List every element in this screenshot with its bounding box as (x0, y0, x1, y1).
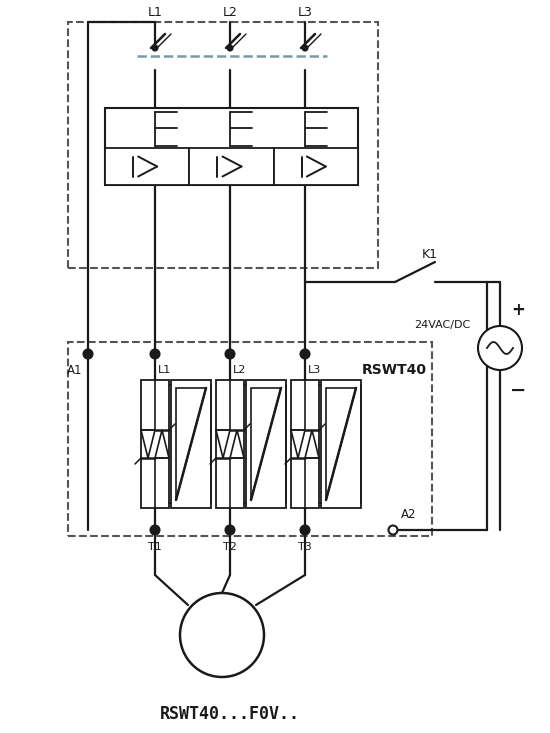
Text: K1: K1 (422, 248, 438, 262)
Text: T2: T2 (223, 542, 237, 552)
Bar (171, 380, 211, 508)
Bar (68, 22, 378, 268)
Circle shape (84, 350, 92, 358)
Bar (105, 108, 358, 185)
Text: RSWT40: RSWT40 (362, 363, 427, 377)
Circle shape (302, 45, 307, 51)
Text: L3: L3 (298, 7, 312, 20)
Text: L2: L2 (223, 7, 238, 20)
Bar (246, 380, 286, 508)
Circle shape (226, 350, 234, 358)
Circle shape (478, 326, 522, 370)
Text: A2: A2 (401, 507, 416, 520)
Bar (274, 148, 358, 185)
Circle shape (226, 526, 234, 534)
Text: +: + (511, 301, 525, 319)
Bar (105, 148, 189, 185)
Bar (189, 148, 274, 185)
Text: −: − (510, 380, 526, 399)
Text: 24VAC/DC: 24VAC/DC (414, 320, 470, 330)
Circle shape (180, 593, 264, 677)
Bar (141, 380, 169, 508)
Circle shape (300, 350, 310, 358)
Text: L2: L2 (233, 365, 246, 375)
Text: A1: A1 (67, 364, 82, 377)
Circle shape (151, 526, 160, 534)
Circle shape (300, 526, 310, 534)
Text: L1: L1 (147, 7, 162, 20)
Text: RSWT40...F0V..: RSWT40...F0V.. (160, 705, 300, 723)
Text: L1: L1 (158, 365, 171, 375)
Circle shape (152, 45, 157, 51)
Bar (216, 380, 244, 508)
Text: T1: T1 (148, 542, 162, 552)
Circle shape (388, 526, 398, 534)
Circle shape (228, 45, 233, 51)
Bar (321, 380, 361, 508)
Text: T3: T3 (298, 542, 312, 552)
Text: L3: L3 (308, 365, 321, 375)
Circle shape (151, 350, 160, 358)
Text: 3~: 3~ (213, 638, 231, 652)
Bar (68, 342, 432, 536)
Text: M: M (214, 619, 229, 635)
Bar (291, 380, 319, 508)
